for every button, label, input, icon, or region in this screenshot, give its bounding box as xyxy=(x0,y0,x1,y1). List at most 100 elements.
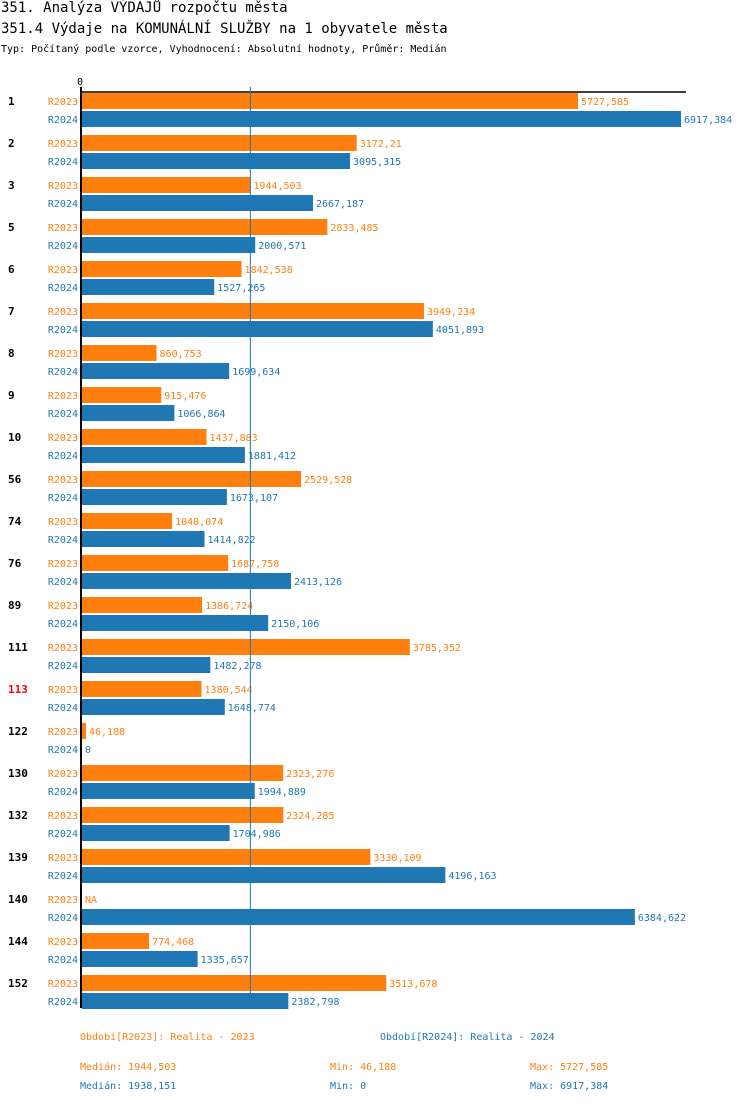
bar-chart: 0 1 R2023 5727,585 R2024 6917,384 2 R2023 3172,2… xyxy=(8,77,732,1009)
series-label: R2024 xyxy=(48,115,78,126)
series-label: R2023 xyxy=(48,433,78,444)
data-label: 3949,234 xyxy=(427,307,475,318)
stat-median-r2023: Medián: 1944,503 xyxy=(80,1062,177,1073)
category-label: 130 xyxy=(8,767,28,780)
series-label: R2023 xyxy=(48,727,78,738)
chart-subtitle: 351.4 Výdaje na KOMUNÁLNÍ SLUŽBY na 1 ob… xyxy=(1,21,448,37)
data-label: 915,476 xyxy=(164,391,206,402)
series-label: R2024 xyxy=(48,913,78,924)
data-label: 4051,893 xyxy=(436,325,484,336)
category-label: 132 xyxy=(8,809,28,822)
bar xyxy=(82,405,175,421)
data-label: 1380,544 xyxy=(205,685,253,696)
data-label: 46,188 xyxy=(89,727,125,738)
bar xyxy=(82,219,328,235)
bar xyxy=(82,429,207,445)
data-label: 2529,528 xyxy=(304,475,352,486)
bar xyxy=(82,573,291,589)
bar xyxy=(82,639,410,655)
series-label: R2024 xyxy=(48,661,78,672)
data-label: 3513,678 xyxy=(389,979,437,990)
data-label: 2324,285 xyxy=(286,811,334,822)
bar xyxy=(82,555,229,571)
data-label: 1704,986 xyxy=(233,829,281,840)
bar xyxy=(82,111,681,127)
bar xyxy=(82,825,230,841)
stat-min-r2024: Min: 0 xyxy=(330,1081,367,1092)
bar xyxy=(82,681,202,697)
series-label: R2024 xyxy=(48,367,78,378)
category-label: 6 xyxy=(8,263,15,276)
series-label: R2024 xyxy=(48,787,78,798)
category-label: 139 xyxy=(8,851,28,864)
series-label: R2023 xyxy=(48,559,78,570)
data-label: 1842,538 xyxy=(245,265,293,276)
bar xyxy=(82,321,433,337)
data-label: 4196,163 xyxy=(448,871,496,882)
series-label: R2024 xyxy=(48,829,78,840)
series-label: R2023 xyxy=(48,349,78,360)
bar xyxy=(82,807,284,823)
bar xyxy=(82,363,230,379)
stat-max-r2023: Max: 5727,585 xyxy=(530,1062,609,1073)
category-label: 140 xyxy=(8,893,28,906)
data-label: 6384,622 xyxy=(638,913,686,924)
bar xyxy=(82,93,578,109)
category-label: 9 xyxy=(8,389,15,402)
data-label: 1386,724 xyxy=(205,601,253,612)
bar xyxy=(82,951,198,967)
bar xyxy=(82,513,173,529)
category-label: 1 xyxy=(8,95,15,108)
bar xyxy=(82,489,227,505)
data-label: 2667,187 xyxy=(316,199,364,210)
bar xyxy=(82,975,387,991)
series-label: R2024 xyxy=(48,955,78,966)
stat-min-r2023: Min: 46,188 xyxy=(330,1062,397,1073)
series-label: R2023 xyxy=(48,853,78,864)
data-label: 3785,352 xyxy=(413,643,461,654)
series-label: R2023 xyxy=(48,391,78,402)
bar xyxy=(82,447,245,463)
data-label: 1881,412 xyxy=(248,451,296,462)
legend-r2024: Období[R2024]: Realita - 2024 xyxy=(380,1032,555,1043)
data-label: 6917,384 xyxy=(684,115,732,126)
bar xyxy=(82,909,635,925)
data-label: 1994,889 xyxy=(258,787,306,798)
series-label: R2024 xyxy=(48,157,78,168)
bar xyxy=(82,765,284,781)
bar xyxy=(82,471,302,487)
legend-r2023: Období[R2023]: Realita - 2023 xyxy=(80,1032,255,1043)
bar xyxy=(82,849,371,865)
category-label: 89 xyxy=(8,599,21,612)
series-label: R2024 xyxy=(48,745,78,756)
bar xyxy=(82,135,357,151)
series-label: R2024 xyxy=(48,535,78,546)
series-label: R2023 xyxy=(48,139,78,150)
data-label: 1673,107 xyxy=(230,493,278,504)
data-label: 1527,265 xyxy=(217,283,265,294)
bar xyxy=(82,615,269,631)
series-label: R2023 xyxy=(48,475,78,486)
data-label: NA xyxy=(85,895,97,906)
category-label: 74 xyxy=(8,515,22,528)
data-label: 1040,074 xyxy=(175,517,223,528)
data-label: 2323,276 xyxy=(286,769,334,780)
data-label: 1066,864 xyxy=(177,409,225,420)
category-label: 8 xyxy=(8,347,15,360)
data-label: 1687,758 xyxy=(231,559,279,570)
series-label: R2023 xyxy=(48,937,78,948)
page-title: 351. Analýza VÝDAJŮ rozpočtu města xyxy=(1,0,288,16)
x-tick-label: 0 xyxy=(77,77,83,88)
bar xyxy=(82,783,255,799)
bar xyxy=(82,195,313,211)
data-label: 1944,503 xyxy=(253,181,301,192)
bar xyxy=(82,303,424,319)
bar xyxy=(82,345,157,361)
data-label: 1699,634 xyxy=(232,367,280,378)
category-label: 122 xyxy=(8,725,28,738)
series-label: R2024 xyxy=(48,325,78,336)
data-label: 1648,774 xyxy=(228,703,276,714)
data-label: 1482,278 xyxy=(213,661,261,672)
category-label: 7 xyxy=(8,305,15,318)
data-label: 2833,485 xyxy=(330,223,378,234)
